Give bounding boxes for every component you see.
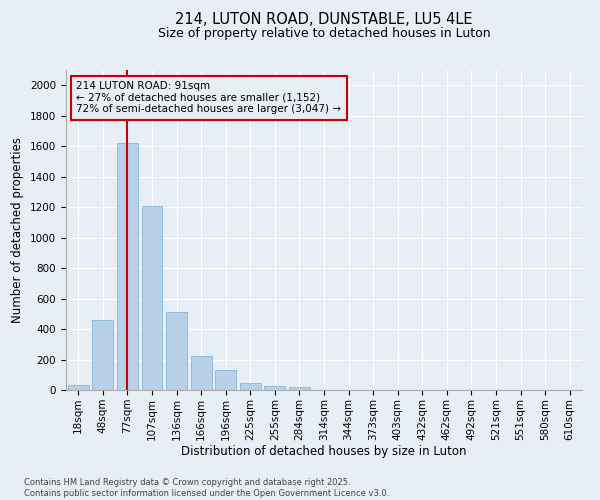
- Bar: [191, 356, 212, 390]
- Bar: [142, 206, 163, 390]
- Bar: [265, 386, 286, 390]
- Text: Size of property relative to detached houses in Luton: Size of property relative to detached ho…: [158, 28, 490, 40]
- Bar: [68, 386, 89, 390]
- Bar: [166, 312, 187, 390]
- Text: 214, LUTON ROAD, DUNSTABLE, LU5 4LE: 214, LUTON ROAD, DUNSTABLE, LU5 4LE: [175, 12, 473, 28]
- Text: 214 LUTON ROAD: 91sqm
← 27% of detached houses are smaller (1,152)
72% of semi-d: 214 LUTON ROAD: 91sqm ← 27% of detached …: [76, 81, 341, 114]
- Y-axis label: Number of detached properties: Number of detached properties: [11, 137, 25, 323]
- Bar: [240, 383, 261, 390]
- Bar: [117, 143, 138, 390]
- Bar: [215, 370, 236, 390]
- Bar: [92, 320, 113, 390]
- Bar: [289, 388, 310, 390]
- Text: Contains HM Land Registry data © Crown copyright and database right 2025.
Contai: Contains HM Land Registry data © Crown c…: [24, 478, 389, 498]
- X-axis label: Distribution of detached houses by size in Luton: Distribution of detached houses by size …: [181, 446, 467, 458]
